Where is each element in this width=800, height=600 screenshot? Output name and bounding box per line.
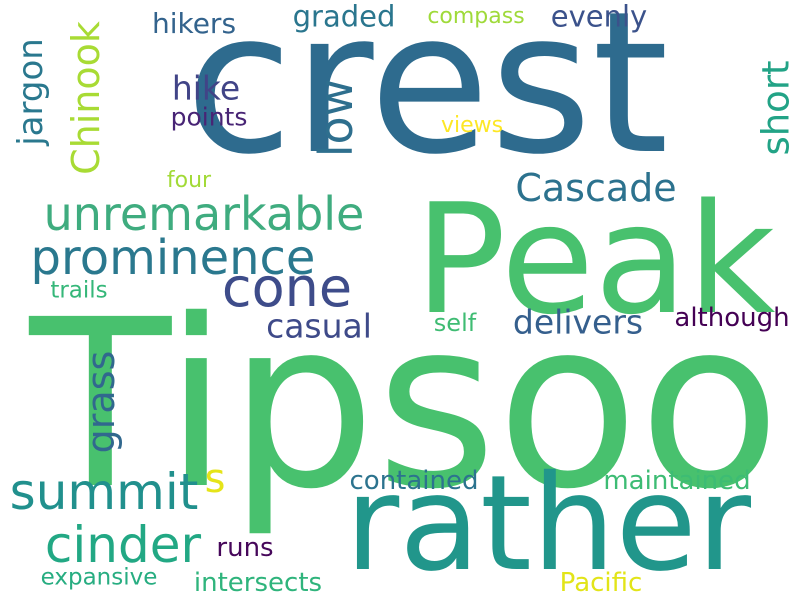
word-maintained: maintained [603,466,751,496]
word-self: self [433,309,477,337]
word-cascade: Cascade [515,166,677,210]
word-summit: summit [9,463,199,521]
word-views: views [440,113,504,138]
word-four: four [166,168,212,193]
word-points: points [170,102,248,132]
word-chinook: Chinook [64,21,108,175]
word-runs: runs [216,533,274,563]
word-cinder: cinder [44,516,202,574]
word-grass: grass [79,350,123,454]
word-low: low [309,78,363,158]
word-delivers: delivers [512,302,644,342]
word-casual: casual [266,306,372,346]
word-unremarkable: unremarkable [43,187,365,241]
word-compass: compass [427,4,525,29]
word-rather: rather [344,447,752,600]
word-intersects: intersects [193,568,323,598]
word-short: short [754,60,798,156]
word-prominence: prominence [30,230,316,286]
word-jargon: jargon [11,38,51,146]
word-crest: crest [185,0,669,198]
word-s: s [204,456,226,502]
word-pacific: Pacific [559,568,643,598]
word-contained: contained [349,466,479,496]
word-evenly: evenly [550,0,648,34]
word-although: although [674,303,790,333]
word-expansive: expansive [40,564,158,591]
word-peak: Peak [414,171,776,348]
word-tipsoo: Tipsoo [29,270,781,540]
word-hike: hike [171,68,241,108]
word-hikers: hikers [151,7,237,40]
word-graded: graded [292,0,396,34]
word-cone: cone [221,256,353,319]
word-trails: trails [50,277,108,304]
